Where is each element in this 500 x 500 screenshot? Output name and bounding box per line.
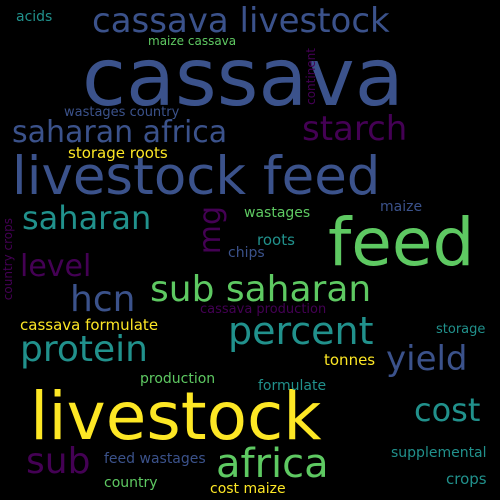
- word-cassava-livestock: cassava livestock: [92, 1, 390, 41]
- word-wastages-country: wastages country: [64, 105, 180, 120]
- word-sub: sub: [26, 441, 91, 482]
- word-supplemental: supplemental: [391, 445, 487, 461]
- word-acids: acids: [16, 9, 53, 25]
- word-percent: percent: [228, 309, 374, 353]
- word-maize: maize: [380, 199, 423, 215]
- word-cassava-formulate: cassava formulate: [20, 316, 159, 334]
- word-protein: protein: [20, 329, 148, 370]
- word-cassava-production: cassava production: [200, 302, 327, 317]
- word-continent: continent: [304, 48, 318, 105]
- word-yield: yield: [386, 339, 468, 379]
- word-tonnes: tonnes: [324, 351, 376, 369]
- word-livestock: livestock: [30, 378, 322, 455]
- word-storage: storage: [436, 322, 486, 337]
- word-feed-wastages: feed wastages: [104, 451, 206, 467]
- word-cost-maize: cost maize: [210, 481, 286, 497]
- word-starch: starch: [302, 109, 408, 149]
- word-mg: mg: [193, 206, 228, 255]
- word-hcn: hcn: [70, 279, 136, 320]
- word-wastages: wastages: [244, 205, 311, 221]
- word-level: level: [20, 249, 92, 284]
- word-saharan: saharan: [22, 199, 152, 237]
- word-sub-saharan: sub saharan: [150, 269, 372, 310]
- word-crops: crops: [446, 470, 487, 488]
- word-livestock-feed: livestock feed: [12, 146, 381, 207]
- word-africa: africa: [216, 441, 329, 487]
- word-saharan-africa: saharan africa: [12, 115, 228, 150]
- word-storage-roots: storage roots: [68, 144, 168, 162]
- word-feed: feed: [328, 204, 475, 281]
- word-maize-cassava: maize cassava: [148, 34, 237, 48]
- word-roots: roots: [257, 231, 295, 249]
- word-country: country: [104, 475, 158, 491]
- word-production: production: [140, 371, 216, 387]
- word-cassava: cassava: [82, 31, 404, 124]
- word-country-crops: country crops: [1, 218, 15, 301]
- word-cost: cost: [414, 391, 481, 429]
- word-chips: chips: [228, 245, 265, 261]
- word-formulate: formulate: [258, 378, 327, 394]
